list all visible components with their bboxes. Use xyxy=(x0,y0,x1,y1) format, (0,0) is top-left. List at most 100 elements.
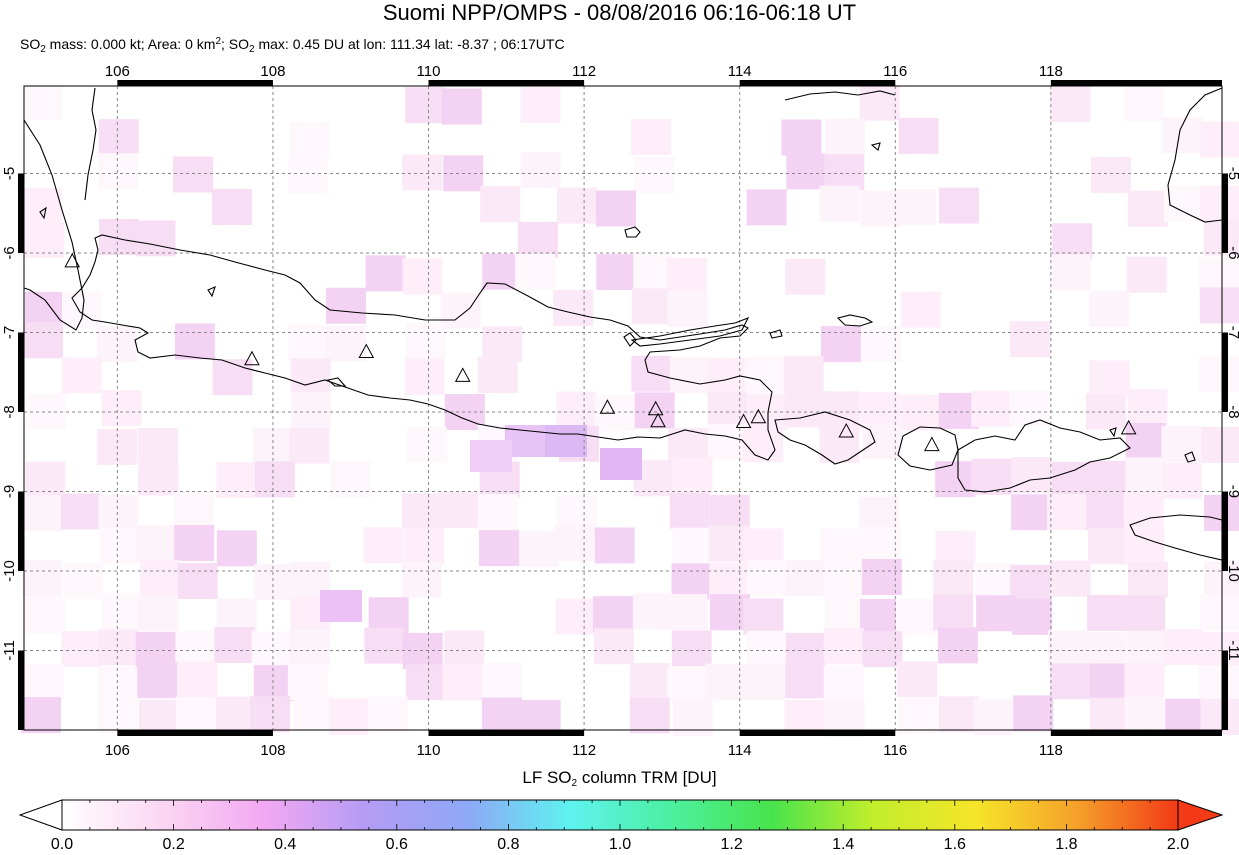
so2-cell xyxy=(743,598,784,635)
so2-cell xyxy=(1126,256,1167,293)
so2-cell xyxy=(708,525,749,562)
so2-cell xyxy=(971,390,1012,427)
so2-cell xyxy=(938,187,979,224)
so2-cell xyxy=(707,391,748,428)
so2-cell xyxy=(553,289,594,326)
so2-cell xyxy=(1199,287,1239,324)
so2-cell xyxy=(1199,355,1239,392)
so2-cell xyxy=(320,590,362,622)
colorbar-label: 0.0 xyxy=(50,836,74,853)
so2-cell xyxy=(1201,426,1239,463)
frame-bar-right xyxy=(1222,491,1228,571)
so2-cell xyxy=(895,598,936,635)
so2-cell xyxy=(824,154,865,191)
so2-cell xyxy=(898,117,939,154)
colorbar-label: 0.4 xyxy=(274,836,297,853)
so2-cell xyxy=(781,119,822,156)
lat-tick-label-right: -8 xyxy=(1225,405,1239,418)
so2-cell xyxy=(97,666,138,703)
so2-cell xyxy=(554,525,595,562)
so2-cell xyxy=(859,84,900,121)
so2-cell xyxy=(746,630,787,667)
lat-tick-label-right: -7 xyxy=(1225,326,1239,339)
lat-tick-label-left: -10 xyxy=(1,560,18,582)
so2-cell xyxy=(137,595,178,632)
so2-cell xyxy=(99,527,140,564)
so2-cell xyxy=(1090,156,1131,193)
so2-cell xyxy=(747,560,788,597)
so2-cell xyxy=(1085,493,1126,530)
so2-cell xyxy=(326,325,367,362)
so2-cell xyxy=(520,87,561,124)
lon-tick-label-top: 110 xyxy=(417,63,441,80)
so2-cell xyxy=(1199,665,1239,702)
so2-cell xyxy=(23,495,64,532)
so2-cell xyxy=(631,118,672,155)
so2-cell xyxy=(515,253,556,290)
so2-cell xyxy=(820,326,861,363)
so2-cell xyxy=(669,357,710,394)
lat-tick-label-left: -9 xyxy=(1,485,18,498)
so2-cell xyxy=(138,428,179,465)
so2-cell xyxy=(1125,595,1166,632)
graticule xyxy=(24,86,1222,730)
so2-cell xyxy=(97,696,138,733)
colorbar-label: 1.6 xyxy=(943,836,966,853)
so2-cell xyxy=(215,696,256,733)
so2-cell xyxy=(1089,697,1130,734)
lat-tick-label-right: -9 xyxy=(1225,485,1239,498)
so2-cell xyxy=(404,358,445,395)
so2-cell xyxy=(629,697,670,734)
so2-cell xyxy=(745,663,786,700)
so2-cell xyxy=(22,560,63,597)
so2-cell xyxy=(669,492,710,529)
so2-cell xyxy=(710,594,751,631)
so2-cell xyxy=(520,151,561,188)
volcano-marker xyxy=(750,408,767,424)
so2-cell xyxy=(897,661,938,698)
so2-cell xyxy=(973,699,1014,736)
so2-cell xyxy=(786,153,827,190)
lat-tick-label-left: -6 xyxy=(1,246,18,259)
so2-cell xyxy=(1200,121,1239,158)
so2-cell xyxy=(1050,86,1091,123)
so2-cell xyxy=(364,627,405,664)
so2-cell xyxy=(368,597,409,634)
so2-cell xyxy=(1199,257,1239,294)
so2-summary: SO2 mass: 0.000 kt; Area: 0 km2; SO2 max… xyxy=(20,36,565,55)
coastline-sumatra-upper xyxy=(84,87,97,201)
so2-cell xyxy=(1203,561,1239,598)
colorbar-label: 1.0 xyxy=(608,836,632,853)
so2-cell xyxy=(1052,223,1093,260)
volcano-markers xyxy=(64,252,1137,452)
so2-cell xyxy=(22,84,63,121)
so2-cell xyxy=(23,663,64,700)
so2-cell xyxy=(175,696,216,733)
so2-cell xyxy=(823,628,864,665)
volcano-marker xyxy=(647,400,664,416)
colorbar-label: 1.2 xyxy=(720,836,743,853)
lat-tick-label-left: -5 xyxy=(1,167,18,180)
lon-tick-label-top: 114 xyxy=(728,63,752,80)
so2-cell xyxy=(63,562,104,599)
map-title: Suomi NPP/OMPS - 08/08/2016 06:16-06:18 … xyxy=(382,0,857,25)
so2-cell xyxy=(860,190,901,227)
so2-cell xyxy=(402,154,443,191)
lon-tick-label-bottom: 110 xyxy=(417,742,441,759)
so2-cell xyxy=(709,562,750,599)
so2-cell xyxy=(254,461,295,498)
so2-cell xyxy=(785,662,826,699)
so2-cell xyxy=(137,662,178,699)
so2-cell xyxy=(933,560,974,597)
so2-cell xyxy=(173,491,214,528)
so2-cell xyxy=(1050,663,1091,700)
so2-cell xyxy=(1013,695,1054,732)
so2-cell xyxy=(440,292,481,329)
so2-cell xyxy=(98,153,139,190)
lon-tick-label-bottom: 118 xyxy=(1039,742,1063,759)
so2-cell xyxy=(672,457,713,494)
frame-bar-bottom xyxy=(1050,730,1222,736)
volcano-marker xyxy=(735,413,752,429)
so2-cell xyxy=(823,563,864,600)
so2-cell xyxy=(556,391,597,428)
